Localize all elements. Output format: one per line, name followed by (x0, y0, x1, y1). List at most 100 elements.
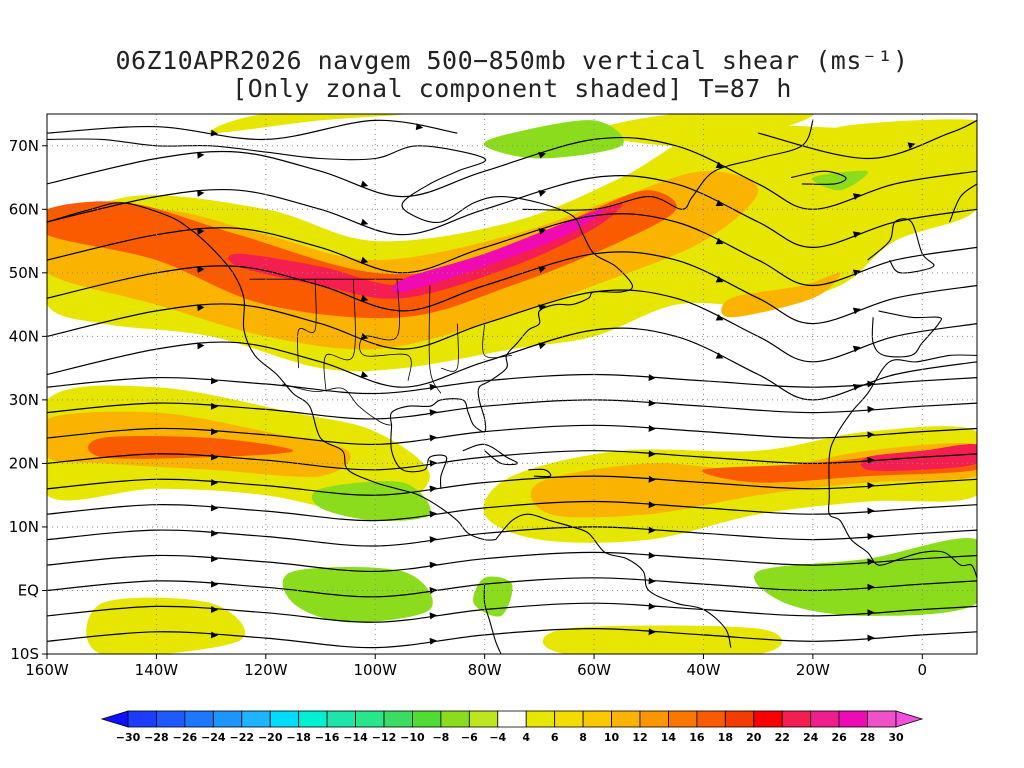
streamline-1 (47, 602, 977, 623)
streamline-4 (47, 526, 977, 547)
streamline-arrow (210, 402, 219, 410)
streamline-arrow (210, 555, 219, 563)
streamline-arrow (538, 342, 547, 350)
colorbar-label: 16 (689, 731, 705, 744)
colorbar-box (355, 710, 385, 728)
streamline-arrow (210, 580, 219, 588)
colorbar-triangle-right (895, 710, 924, 728)
colorbar-box (668, 710, 698, 728)
streamline-arrow (429, 586, 437, 594)
streamline-13 (47, 251, 977, 325)
streamline-12 (47, 289, 977, 363)
colorbar-label: 22 (775, 731, 790, 744)
streamline-arrow (715, 199, 724, 207)
streamline-arrow (210, 478, 219, 486)
streamline-arrow (210, 631, 219, 639)
colorbar-label: 10 (604, 731, 620, 744)
colorbar-box (838, 710, 868, 728)
streamline-arrow (648, 374, 656, 382)
streamline-arrow (210, 377, 219, 385)
coastline-1 (495, 513, 732, 648)
streamline-arrow (648, 450, 656, 458)
streamline-arrow (852, 231, 861, 239)
colorbar-box (326, 710, 356, 728)
streamline-arrow (867, 609, 875, 617)
colorbar-label: −8 (432, 731, 449, 744)
map-title-line1: 06Z10APR2026 navgem 500−850mb vertical s… (115, 46, 909, 75)
coastline-7 (528, 468, 552, 478)
colorbar-label: −30 (116, 731, 141, 744)
streamline-arrow (907, 142, 916, 150)
streamline-arrow (715, 276, 724, 283)
coastline-2 (483, 584, 502, 654)
streamline-arrow (852, 307, 861, 315)
streamline-arrow (648, 475, 656, 483)
shear-region-18-1 (88, 435, 294, 459)
shear-region-6-5 (209, 114, 404, 134)
streamline-arrow (867, 558, 875, 566)
colorbar-label: −4 (489, 731, 506, 744)
streamline-arrow (538, 266, 547, 274)
streamline-arrow (197, 342, 205, 350)
streamline-arrow (197, 151, 205, 159)
streamline-arrow (538, 190, 547, 197)
streamline-arrow (210, 529, 219, 537)
colorbar-label: 28 (860, 731, 875, 744)
lat-label: 50N (9, 264, 39, 282)
colorbar-label: −10 (400, 731, 425, 744)
border-4 (359, 279, 412, 381)
streamline-arrow (429, 510, 437, 518)
streamline-arrow (867, 583, 875, 591)
border-2 (297, 279, 317, 369)
lat-label: 10N (9, 518, 39, 536)
streamline-arrow (429, 485, 437, 493)
streamline-10 (47, 373, 977, 395)
border-5 (428, 285, 442, 394)
lon-label: 160W (25, 661, 69, 679)
colorbar-box (724, 710, 755, 728)
streamline-arrow (429, 637, 437, 645)
streamline-arrow (648, 577, 656, 585)
streamline-arrow (197, 266, 205, 274)
colorbar-box (611, 710, 641, 728)
streamline-arrow (429, 383, 437, 391)
streamline-arrow (197, 304, 205, 312)
streamline-arrow (867, 507, 875, 515)
shear-region--6-3 (754, 538, 977, 616)
lat-lon-grid (47, 114, 977, 654)
colorbar-box (241, 710, 271, 728)
colorbar-box (753, 710, 783, 728)
streamline-arrow (538, 151, 547, 159)
streamline-arrow (415, 123, 424, 131)
lat-label: 60N (9, 200, 39, 218)
border-1 (282, 383, 392, 426)
lon-label: 20W (796, 661, 830, 679)
map-title-line2: [Only zonal component shaded] T=87 h (232, 74, 792, 103)
colorbar-box (184, 710, 214, 728)
streamline-arrow (197, 228, 205, 236)
colorbar-label: 6 (551, 731, 559, 744)
coastline-12 (949, 183, 977, 223)
shear-region-12-3 (721, 272, 841, 318)
coastline-6 (462, 443, 519, 466)
colorbar-label: −22 (230, 731, 255, 744)
streamline-arrow (648, 628, 656, 636)
streamline-arrow (210, 606, 219, 614)
shear-region-24-0 (228, 202, 623, 299)
streamline-arrow (867, 634, 875, 642)
lon-label: 40W (687, 661, 721, 679)
colorbar-label: −6 (461, 731, 478, 744)
lon-label: 120W (244, 661, 288, 679)
colorbar-box (212, 710, 243, 728)
lat-label: 10S (10, 645, 39, 663)
colorbar-box (810, 710, 840, 728)
lat-label: EQ (18, 581, 39, 599)
colorbar-label: −16 (315, 731, 340, 744)
streamline-arrow (867, 482, 875, 490)
streamlines (47, 119, 977, 649)
border-7 (482, 323, 513, 359)
streamline-arrow (538, 228, 547, 235)
colorbar-label: −26 (173, 731, 198, 744)
streamline-7 (47, 450, 977, 471)
lon-label: 100W (354, 661, 398, 679)
